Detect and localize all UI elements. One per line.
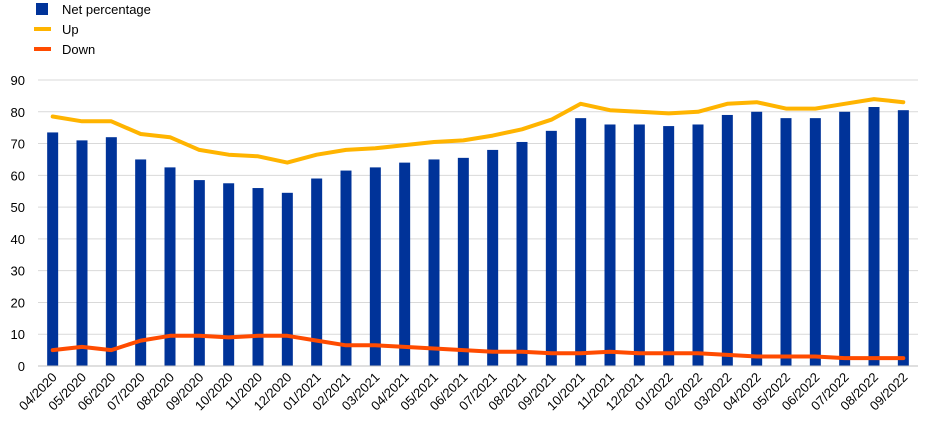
bar [369, 167, 381, 366]
bar [399, 162, 411, 366]
bar [252, 188, 264, 366]
bar [809, 118, 821, 366]
y-tick-label: 80 [11, 105, 25, 120]
bar [516, 141, 528, 366]
bar [545, 130, 557, 366]
y-tick-label: 40 [11, 232, 25, 247]
bar [281, 192, 293, 366]
y-axis: 0 10 20 30 40 50 60 70 80 90 [11, 73, 25, 374]
bar [487, 149, 499, 366]
legend-marker-1 [34, 27, 51, 31]
legend: Net percentage Up Down [34, 2, 151, 57]
y-tick-label: 90 [11, 73, 25, 88]
bar [105, 137, 117, 366]
y-tick-label: 50 [11, 200, 25, 215]
bar [751, 111, 763, 367]
bar [692, 124, 704, 366]
bar [604, 124, 616, 366]
series-line-up [50, 97, 906, 165]
bar [780, 118, 792, 366]
y-tick-label: 70 [11, 137, 25, 152]
y-tick-label: 10 [11, 327, 25, 342]
line-series [50, 97, 906, 361]
y-tick-label: 30 [11, 264, 25, 279]
legend-label-0: Net percentage [62, 2, 151, 17]
bar [47, 132, 59, 366]
legend-marker-2 [34, 47, 51, 51]
bar [868, 107, 880, 366]
x-axis: 04/202005/202006/202007/202008/202009/20… [16, 365, 918, 413]
bar [575, 118, 587, 366]
bar [193, 180, 205, 366]
bar [633, 124, 645, 366]
legend-label-1: Up [62, 22, 79, 37]
bar [663, 126, 675, 366]
bar [340, 170, 352, 366]
legend-label-2: Down [62, 42, 95, 57]
y-tick-label: 60 [11, 168, 25, 183]
series-line-down [50, 333, 906, 361]
bar [457, 157, 469, 366]
bar [897, 110, 909, 366]
bar [311, 178, 323, 366]
bar [135, 159, 147, 366]
bar [76, 140, 88, 366]
bar [721, 114, 733, 366]
bar [428, 159, 440, 366]
bar [164, 167, 176, 366]
legend-marker-0 [36, 3, 48, 15]
bar [839, 111, 851, 367]
bar [223, 183, 235, 366]
y-tick-label: 20 [11, 295, 25, 310]
bar-series [47, 107, 909, 367]
y-tick-label: 0 [18, 359, 25, 374]
